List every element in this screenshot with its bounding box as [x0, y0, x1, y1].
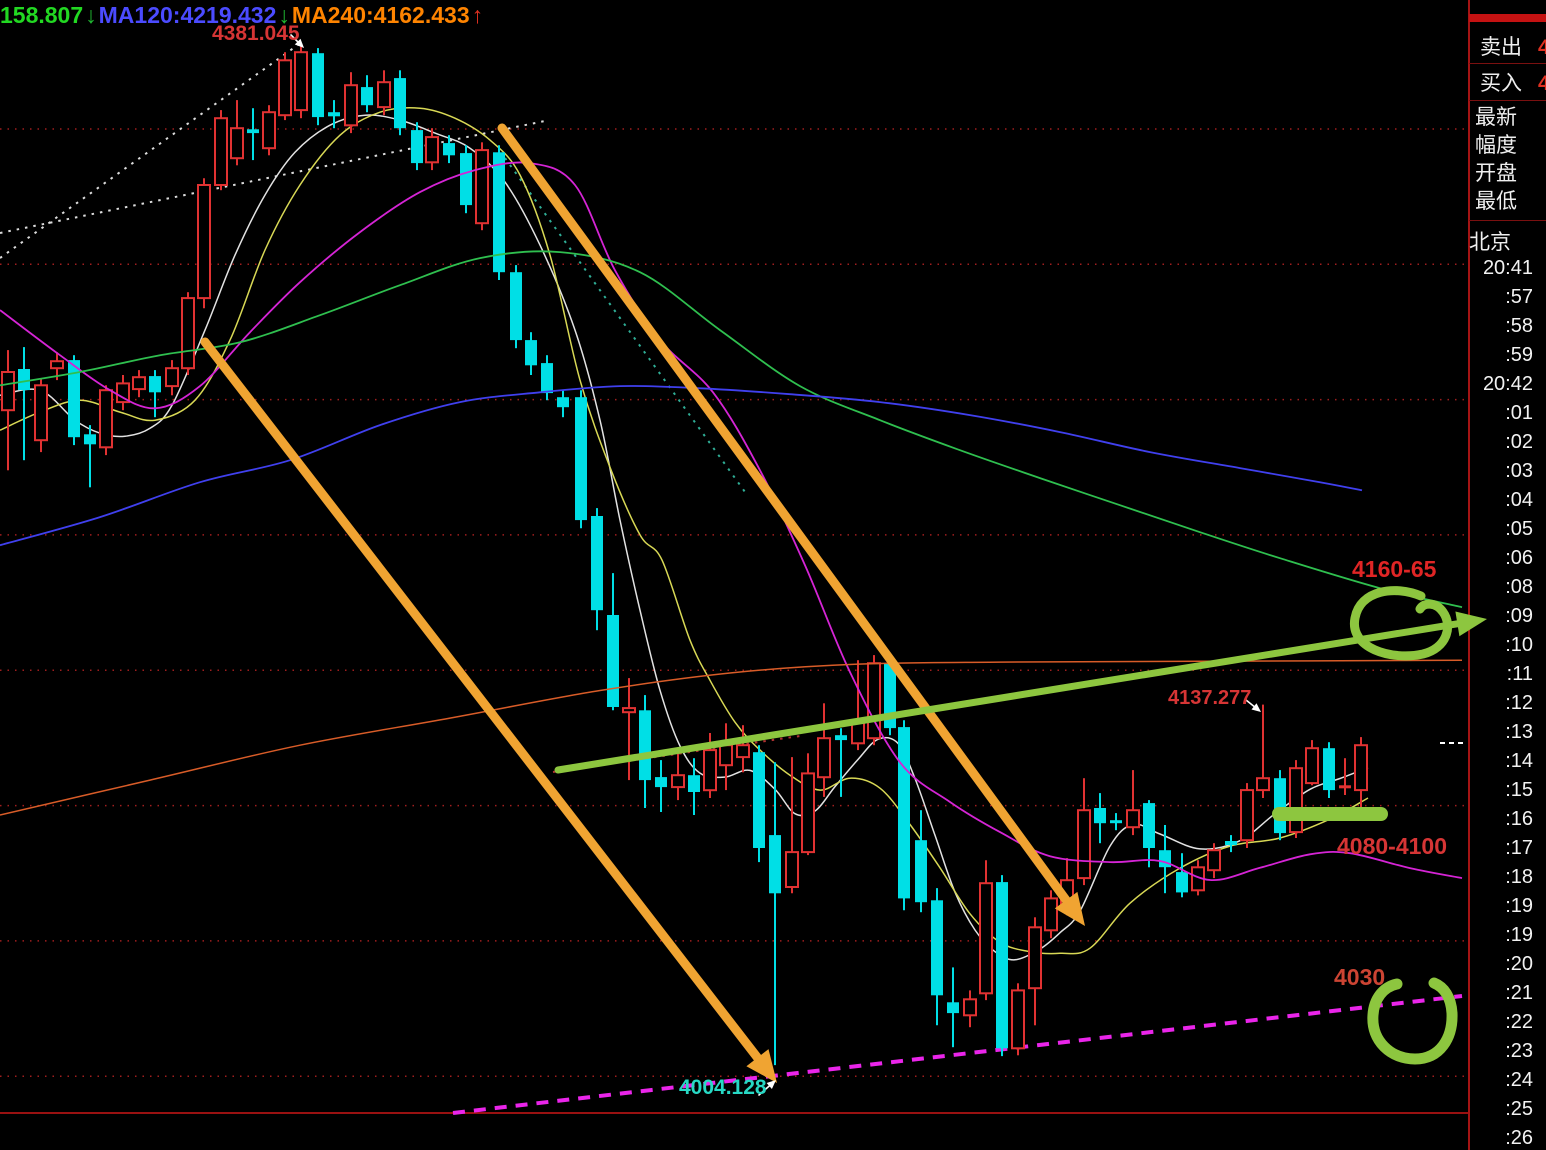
time-cell: :06: [1505, 547, 1533, 569]
price-gridlines: [0, 128, 1464, 1077]
time-cell: :10: [1505, 634, 1533, 656]
time-cell: :12: [1505, 692, 1533, 714]
time-cell: 20:41: [1482, 257, 1533, 279]
ma-yellow: [0, 107, 1369, 955]
orange-arrow-2: [497, 123, 1085, 926]
ma240-up-arrow-icon: ↑: [471, 1, 484, 28]
time-cell: :02: [1505, 431, 1533, 453]
time-cell: :14: [1505, 750, 1533, 772]
region-label: 北京: [1469, 231, 1511, 254]
time-cell: :26: [1505, 1127, 1533, 1149]
pointer-arrow-4004: [758, 1080, 776, 1096]
ma60-value-label: 158.807: [0, 1, 84, 28]
time-cell: :19: [1505, 924, 1533, 946]
sell-price-value[interactable]: 4: [1538, 36, 1546, 59]
dotted-teal-2: [504, 157, 746, 493]
sidebar-separator: [1469, 63, 1546, 64]
time-cell: :25: [1505, 1098, 1533, 1120]
time-cell: :03: [1505, 460, 1533, 482]
info-label-0: 最新: [1475, 106, 1517, 129]
time-cell: :24: [1505, 1069, 1533, 1091]
candlestick-series: [1, 45, 1368, 1066]
time-cell: 20:42: [1482, 373, 1533, 395]
time-cell: :22: [1505, 1011, 1533, 1033]
info-label-2: 开盘: [1475, 162, 1517, 185]
time-cell: :59: [1505, 344, 1533, 366]
ma-magenta: [0, 161, 1463, 881]
time-cell: :01: [1505, 402, 1533, 424]
ma120-value-label: MA120:4219.432: [98, 1, 277, 28]
ma120-down-arrow-icon: ↓: [278, 1, 290, 28]
time-cell: :15: [1505, 779, 1533, 801]
ma-blue: [0, 385, 1363, 547]
ma60-down-arrow-icon: ↓: [85, 1, 97, 28]
buy-row-label[interactable]: 买入: [1480, 72, 1522, 95]
green-circle-annotation: [1350, 586, 1453, 661]
ma-green: [0, 250, 1463, 609]
magenta-dashed-support: [452, 994, 1463, 1115]
time-cell: :18: [1505, 866, 1533, 888]
time-cell: :05: [1505, 518, 1533, 540]
sidebar-separator: [1469, 220, 1546, 221]
time-cell: :04: [1505, 489, 1533, 511]
time-cell: :58: [1505, 315, 1533, 337]
time-cell: :09: [1505, 605, 1533, 627]
time-cell: :57: [1505, 286, 1533, 308]
ma240-value-label: MA240:4162.433: [291, 1, 470, 28]
info-label-3: 最低: [1475, 190, 1517, 213]
time-cell: :11: [1506, 663, 1533, 685]
ma-indicator-header: 158.807 ↓ MA120:4219.432 ↓ MA240:4162.43…: [0, 0, 485, 30]
time-cell: :13: [1505, 721, 1533, 743]
green-trend-arrow: [554, 611, 1487, 774]
time-cell: :20: [1505, 953, 1533, 975]
quote-sidebar: [1468, 0, 1546, 1150]
ma-white: [0, 114, 1369, 961]
pointer-arrow-4381: [290, 34, 304, 48]
dotted-white-upper: [0, 41, 303, 259]
pointer-arrow-4137: [1245, 699, 1261, 712]
time-cell: :08: [1505, 576, 1533, 598]
time-cell: :23: [1505, 1040, 1533, 1062]
time-axis-column: 20:41 :57 :58 :59 20:42 :01 :02 :03 :04 :05 :06 :08…: [1469, 254, 1533, 1150]
time-cell: :16: [1505, 808, 1533, 830]
time-cell: :21: [1505, 982, 1533, 1004]
green-u-circle-annotation: [1367, 977, 1458, 1065]
orange-arrow-1: [200, 337, 777, 1083]
sidebar-separator: [1469, 100, 1546, 101]
sell-row-label[interactable]: 卖出: [1480, 36, 1522, 59]
time-cell: :19: [1505, 895, 1533, 917]
ma-orange: [0, 659, 1463, 816]
info-label-1: 幅度: [1475, 134, 1517, 157]
time-cell: :17: [1505, 837, 1533, 859]
sidebar-red-bar: [1469, 14, 1546, 22]
buy-price-value[interactable]: 4: [1538, 72, 1546, 95]
sidebar-divider: [1468, 0, 1470, 1150]
